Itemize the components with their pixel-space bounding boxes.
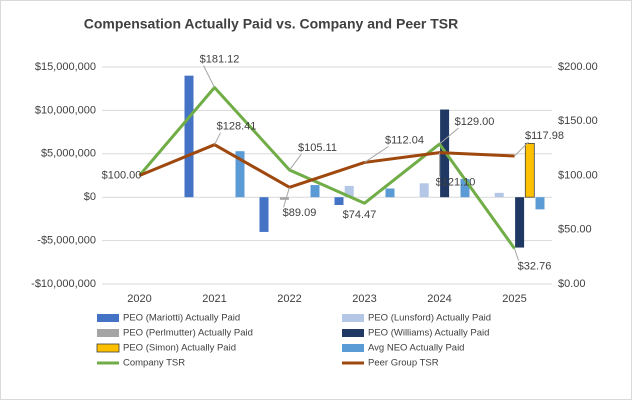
bar [385,188,395,198]
leader-line [514,141,529,157]
chart-title: Compensation Actually Paid vs. Company a… [84,16,458,32]
legend-swatch [97,329,119,337]
legend: PEO (Mariotti) Actually Paid PEO (Lunsfor… [96,313,491,369]
legend-swatch [96,343,120,353]
data-label: $32.76 [518,260,552,272]
x-tick-label: 2022 [277,293,301,305]
data-label: $129.00 [455,116,495,128]
y2-tick-label: $0.00 [558,278,586,290]
legend-swatch [342,344,364,352]
y2-tick-label: $150.00 [558,115,598,127]
leader-line [214,132,221,145]
legend-label: PEO (Lunsford) Actually Paid [368,313,491,324]
x-tick-label: 2020 [127,293,151,305]
bar [344,185,354,198]
legend-label: PEO (Mariotti) Actually Paid [123,313,240,324]
leader-line [289,153,302,171]
data-label: $89.09 [283,207,317,219]
legend-label: PEO (Simon) Actually Paid [123,343,236,354]
leader-line [203,65,215,88]
bar [524,142,535,198]
x-tick-label: 2024 [427,293,451,305]
y-tick-label: -$5,000,000 [37,235,96,247]
bar [334,197,344,206]
bar [279,197,289,200]
bar [535,197,545,210]
line [138,85,516,250]
data-label: $74.47 [343,209,377,221]
leader-line [439,127,459,145]
data-label: $117.98 [525,130,564,142]
bar [460,178,470,198]
legend-label: Company TSR [123,358,185,369]
bar [235,151,245,198]
data-label: $128.41 [217,121,257,133]
leader-line [283,187,290,208]
y2-tick-label: $200.00 [558,61,598,73]
bar [310,185,320,198]
data-label: $112.04 [385,134,424,146]
x-tick-label: 2023 [352,293,376,305]
y2-tick-label: $50.00 [558,224,592,236]
bar [259,197,269,232]
x-tick-label: 2021 [202,293,226,305]
line [138,143,515,189]
data-label: $181.12 [200,53,240,65]
legend-swatch [342,329,364,337]
bar [494,192,504,198]
leader-line [514,248,519,261]
legend-swatch [97,314,119,322]
legend-label: Peer Group TSR [368,358,439,369]
data-label: $105.11 [298,142,337,154]
y2-tick-label: $100.00 [558,169,598,181]
data-label: $100.00 [102,169,142,181]
x-tick-label: 2025 [502,293,526,305]
y-tick-label: -$10,000,000 [31,278,96,290]
bar [419,183,429,198]
leader-line [364,146,389,163]
y-tick-label: $5,000,000 [41,148,96,160]
bar [184,75,194,198]
legend-label: Avg NEO Actually Paid [368,343,464,354]
bar [515,197,525,248]
data-label: $121.10 [436,177,476,189]
y-tick-label: $10,000,000 [35,104,96,116]
legend-label: PEO (Williams) Actually Paid [368,328,489,339]
y-tick-label: $0 [84,191,96,203]
y-tick-label: $15,000,000 [35,61,96,73]
legend-swatch [342,314,364,322]
legend-label: PEO (Perlmutter) Actually Paid [123,328,253,339]
